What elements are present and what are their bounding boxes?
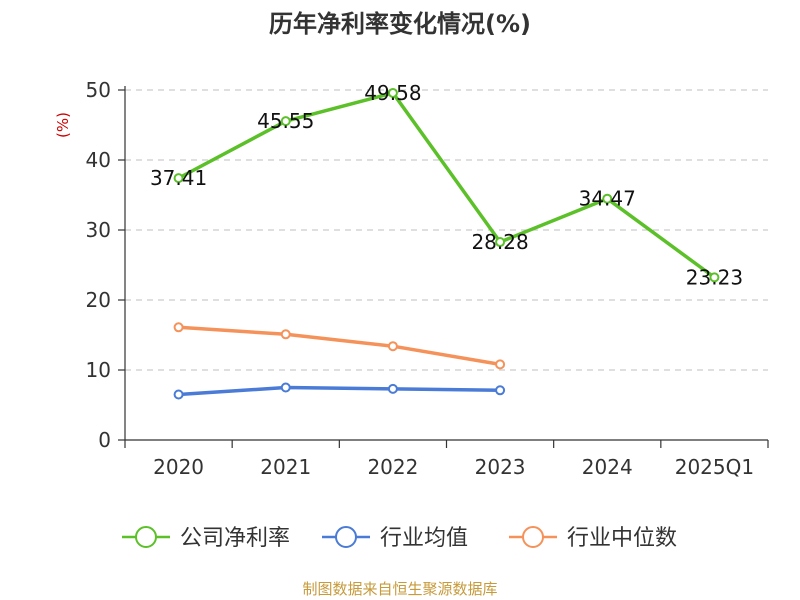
series-group [173, 87, 720, 400]
legend-item: 行业均值 [322, 526, 468, 551]
y-tick-label: 40 [86, 148, 111, 172]
data-point [280, 116, 291, 127]
series-0 [173, 87, 720, 283]
data-point [387, 341, 398, 352]
data-point [387, 87, 398, 98]
legend-marker [135, 526, 157, 548]
source-note: 制图数据来自恒生聚源数据库 [302, 580, 497, 598]
data-point [280, 382, 291, 393]
data-point [173, 173, 184, 184]
x-tick-labels: 2020 2021 2022 2023 2024 2025Q1 [153, 455, 754, 479]
y-tick-label: 10 [86, 358, 111, 382]
data-label: 45.55 [257, 109, 314, 133]
data-label: 37.41 [150, 166, 207, 190]
y-axis-label: (%) [54, 112, 72, 138]
legend-label: 行业中位数 [567, 526, 677, 551]
data-point [280, 329, 291, 340]
y-tick-labels: 0 10 20 30 40 50 [86, 78, 111, 452]
data-labels: 37.41 45.55 49.58 28.28 34.47 23.23 [150, 81, 743, 289]
legend-marker [335, 526, 357, 548]
series-line [177, 91, 716, 279]
series-1 [173, 382, 506, 400]
y-tick-label: 20 [86, 288, 111, 312]
x-tick-label: 2025Q1 [675, 455, 754, 479]
data-label: 34.47 [579, 187, 636, 211]
x-tick-label: 2023 [475, 455, 526, 479]
data-label: 23.23 [686, 265, 743, 289]
data-point [495, 359, 506, 370]
legend-item: 行业中位数 [509, 526, 677, 551]
x-tick-label: 2020 [153, 455, 204, 479]
data-point [495, 385, 506, 396]
legend: 公司净利率 行业均值 行业中位数 [122, 526, 677, 551]
series-line [178, 385, 501, 397]
data-point [387, 383, 398, 394]
chart-title: 历年净利率变化情况(%) [269, 10, 531, 38]
data-point [602, 193, 613, 204]
x-tick-label: 2022 [367, 455, 418, 479]
series-line [178, 325, 501, 367]
legend-label: 公司净利率 [180, 526, 290, 551]
y-tick-label: 0 [98, 428, 111, 452]
data-point [709, 272, 720, 283]
data-point [495, 237, 506, 248]
data-label: 49.58 [364, 81, 421, 105]
series-2 [173, 322, 506, 370]
x-tick-label: 2021 [260, 455, 311, 479]
legend-label: 行业均值 [380, 526, 468, 551]
x-tick-label: 2024 [582, 455, 633, 479]
legend-item: 公司净利率 [122, 526, 290, 551]
y-tick-label: 50 [86, 78, 111, 102]
axes [118, 86, 769, 448]
data-point [173, 389, 184, 400]
data-point [173, 322, 184, 333]
y-tick-label: 30 [86, 218, 111, 242]
data-label: 28.28 [471, 230, 528, 254]
legend-marker [522, 526, 544, 548]
gridlines [125, 89, 768, 371]
